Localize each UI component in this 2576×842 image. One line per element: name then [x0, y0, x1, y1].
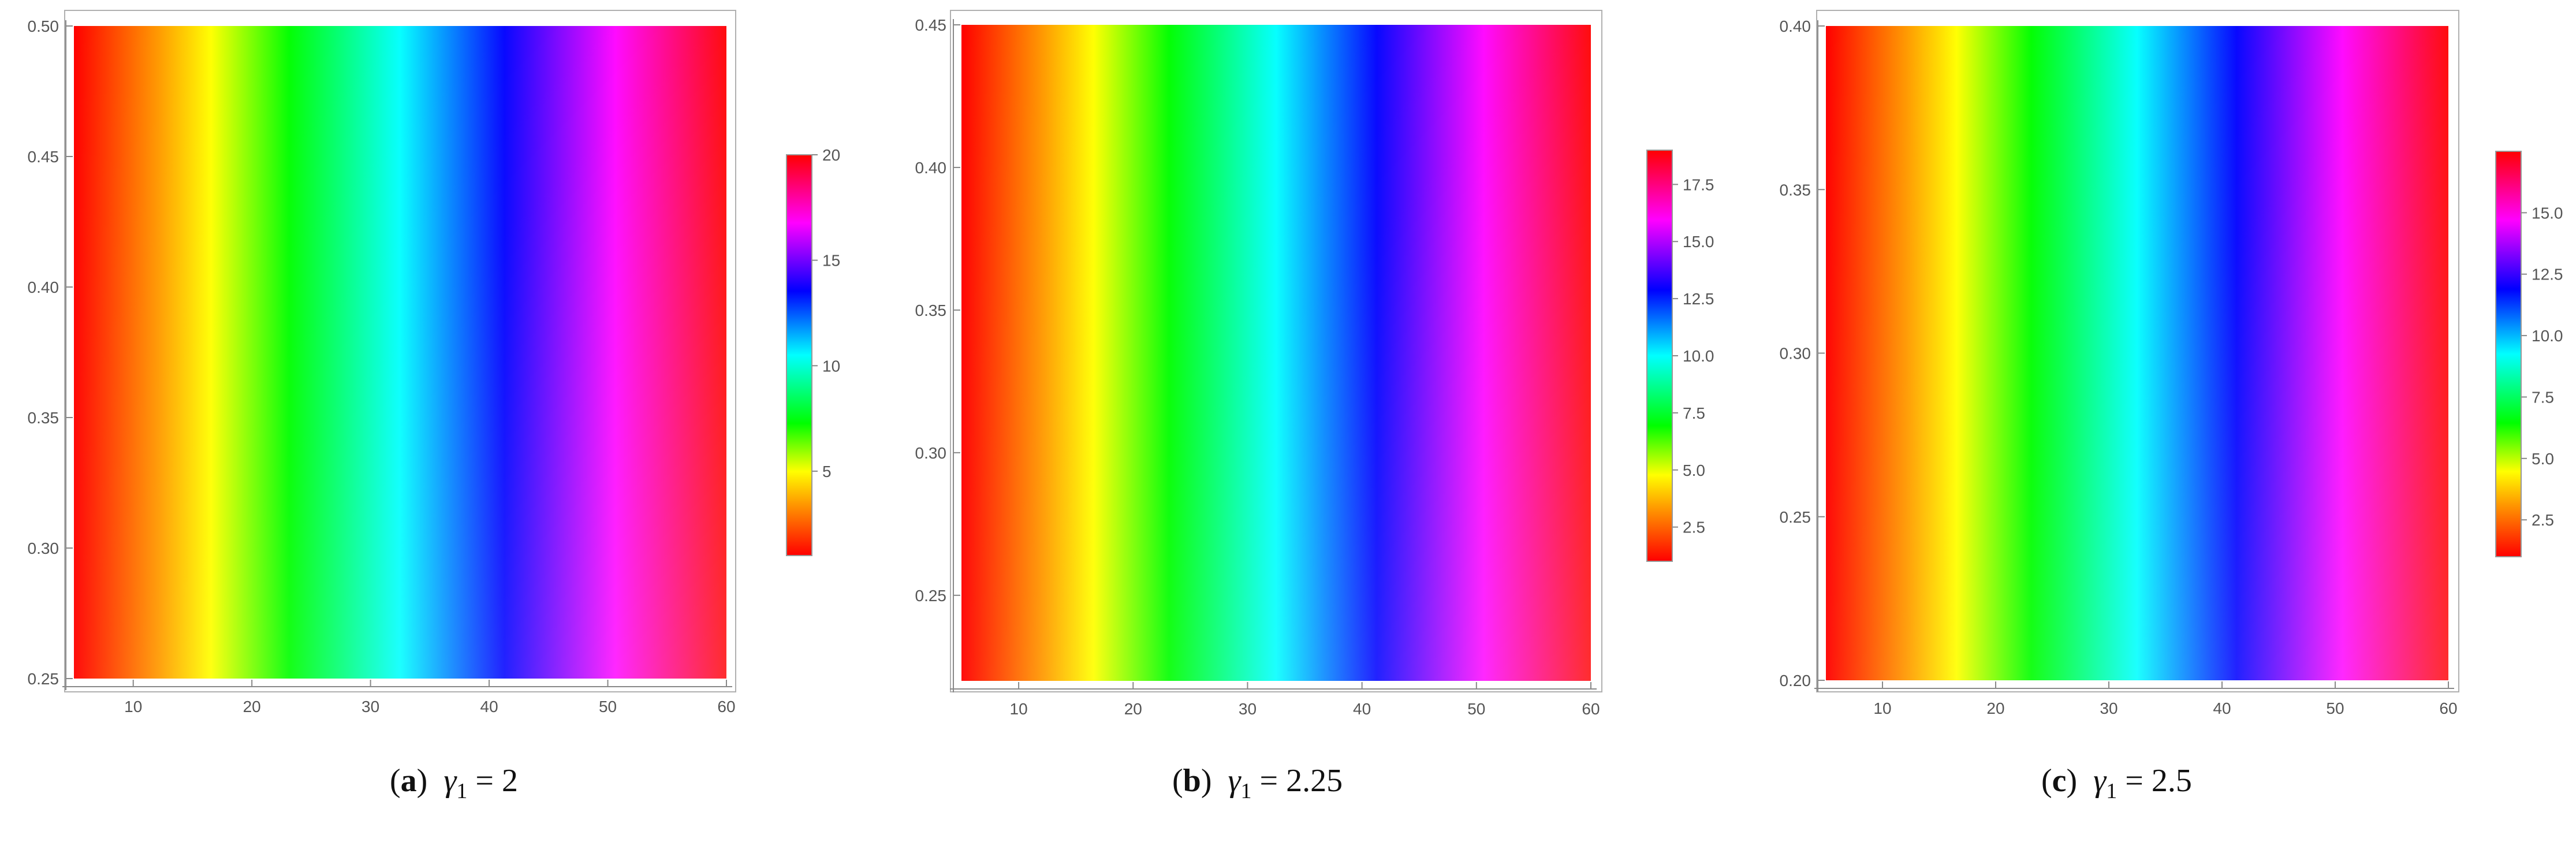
colorbar-tick-label: 10.0 [2532, 327, 2563, 345]
panel-frame [1816, 10, 2459, 692]
x-tick-label: 60 [2439, 699, 2457, 717]
x-tick-label: 10 [1873, 699, 1891, 717]
caption-b-subscript: 1 [1240, 779, 1252, 804]
y-tick-label: 0.40 [915, 159, 947, 177]
colorbar-tick-label: 20 [822, 146, 840, 164]
colorbar-tick-label: 5.0 [2532, 450, 2554, 468]
x-tick-label: 50 [1467, 700, 1485, 718]
y-tick-label: 0.35 [915, 301, 947, 319]
colorbar-tick-label: 7.5 [1683, 404, 1705, 422]
y-tick-label: 0.25 [915, 587, 947, 605]
colorbar-tick-label: 12.5 [1683, 290, 1714, 308]
caption-c-subscript: 1 [2106, 779, 2118, 804]
caption-b-symbol: γ [1228, 763, 1241, 799]
colorbar: 5 10 15 20 [786, 146, 840, 556]
y-tick-label: 0.30 [28, 539, 59, 557]
colorbar-tick-label: 17.5 [1683, 176, 1714, 193]
y-tick-label: 0.25 [28, 670, 59, 688]
x-tick-label: 20 [1124, 700, 1142, 718]
y-tick-label: 0.45 [28, 148, 59, 166]
caption-a-value: = 2 [467, 763, 518, 799]
colorbar-tick-label: 5 [822, 463, 832, 480]
heatmap [1826, 26, 2448, 680]
panel-c: 10 20 30 40 50 60 0.20 0.25 0.30 0.35 0.40 2.5 5.0 7.… [1780, 10, 2563, 717]
y-tick-label: 0.35 [28, 409, 59, 427]
colorbar-tick-label: 15.0 [1683, 233, 1714, 251]
colorbar: 2.5 5.0 7.5 10.0 12.5 15.0 [2495, 151, 2563, 557]
caption-a-subscript: 1 [456, 779, 468, 804]
caption-a-symbol: γ [443, 763, 457, 799]
colorbar-tick-label: 12.5 [2532, 266, 2563, 284]
colorbar-gradient [786, 154, 812, 556]
x-tick-label: 30 [361, 698, 379, 716]
x-tick-label: 40 [2213, 699, 2231, 717]
colorbar-tick-label: 5.0 [1683, 461, 1705, 479]
caption-a: (a) γ1 = 2 [390, 763, 518, 804]
y-tick-label: 0.40 [28, 278, 59, 296]
caption-a-letter: a [400, 763, 417, 799]
caption-b-letter: b [1183, 763, 1201, 799]
caption-b: (b) γ1 = 2.25 [1172, 763, 1343, 804]
x-tick-label: 20 [243, 698, 261, 716]
x-tick-label: 50 [599, 698, 617, 716]
y-tick-label: 0.40 [1780, 17, 1811, 35]
x-tick-label: 30 [2100, 699, 2118, 717]
panel-frame [950, 10, 1602, 692]
colorbar: 2.5 5.0 7.5 10.0 12.5 15.0 17.5 [1646, 150, 1714, 562]
colorbar-tick-label: 15.0 [2532, 204, 2563, 222]
x-tick-label: 60 [717, 698, 735, 716]
x-tick-label: 60 [1582, 700, 1600, 718]
caption-b-value: = 2.25 [1251, 763, 1343, 799]
x-tick-label: 20 [1986, 699, 2004, 717]
colorbar-gradient [2495, 151, 2522, 557]
caption-c-symbol: γ [2093, 763, 2107, 799]
panel-b: 10 20 30 40 50 60 0.25 0.30 0.35 0.40 0.45 2.5 5.0 7.… [915, 10, 1714, 718]
colorbar-tick-label: 10 [822, 357, 840, 375]
y-tick-label: 0.35 [1780, 181, 1811, 199]
x-tick-label: 30 [1239, 700, 1257, 718]
colorbar-tick-label: 10.0 [1683, 347, 1714, 365]
colorbar-tick-label: 7.5 [2532, 388, 2554, 406]
y-tick-label: 0.45 [915, 16, 947, 34]
y-tick-label: 0.30 [1780, 345, 1811, 363]
panel-frame [64, 10, 736, 692]
heatmap-shading [74, 26, 726, 679]
heatmap [961, 25, 1591, 681]
colorbar-tick-label: 2.5 [1683, 519, 1705, 537]
x-tick-label: 50 [2326, 699, 2344, 717]
caption-c: (c) γ1 = 2.5 [2041, 763, 2192, 804]
y-tick-label: 0.20 [1780, 672, 1811, 690]
heatmap-shading [1826, 26, 2448, 680]
panel-a: 10 20 30 40 50 60 0.25 0.30 0.35 0.40 0.45 0.50 5 10 1… [28, 10, 840, 716]
x-tick-label: 40 [1353, 700, 1371, 718]
caption-c-letter: c [2052, 763, 2067, 799]
x-tick-label: 10 [1010, 700, 1028, 718]
caption-c-value: = 2.5 [2117, 763, 2192, 799]
y-tick-label: 0.25 [1780, 508, 1811, 526]
x-tick-label: 10 [124, 698, 142, 716]
y-tick-label: 0.50 [28, 17, 59, 35]
heatmap [74, 26, 726, 679]
colorbar-tick-label: 2.5 [2532, 511, 2554, 529]
colorbar-tick-label: 15 [822, 252, 840, 270]
colorbar-gradient [1646, 150, 1673, 562]
x-tick-label: 40 [480, 698, 498, 716]
y-tick-label: 0.30 [915, 444, 947, 462]
heatmap-shading [961, 25, 1591, 681]
